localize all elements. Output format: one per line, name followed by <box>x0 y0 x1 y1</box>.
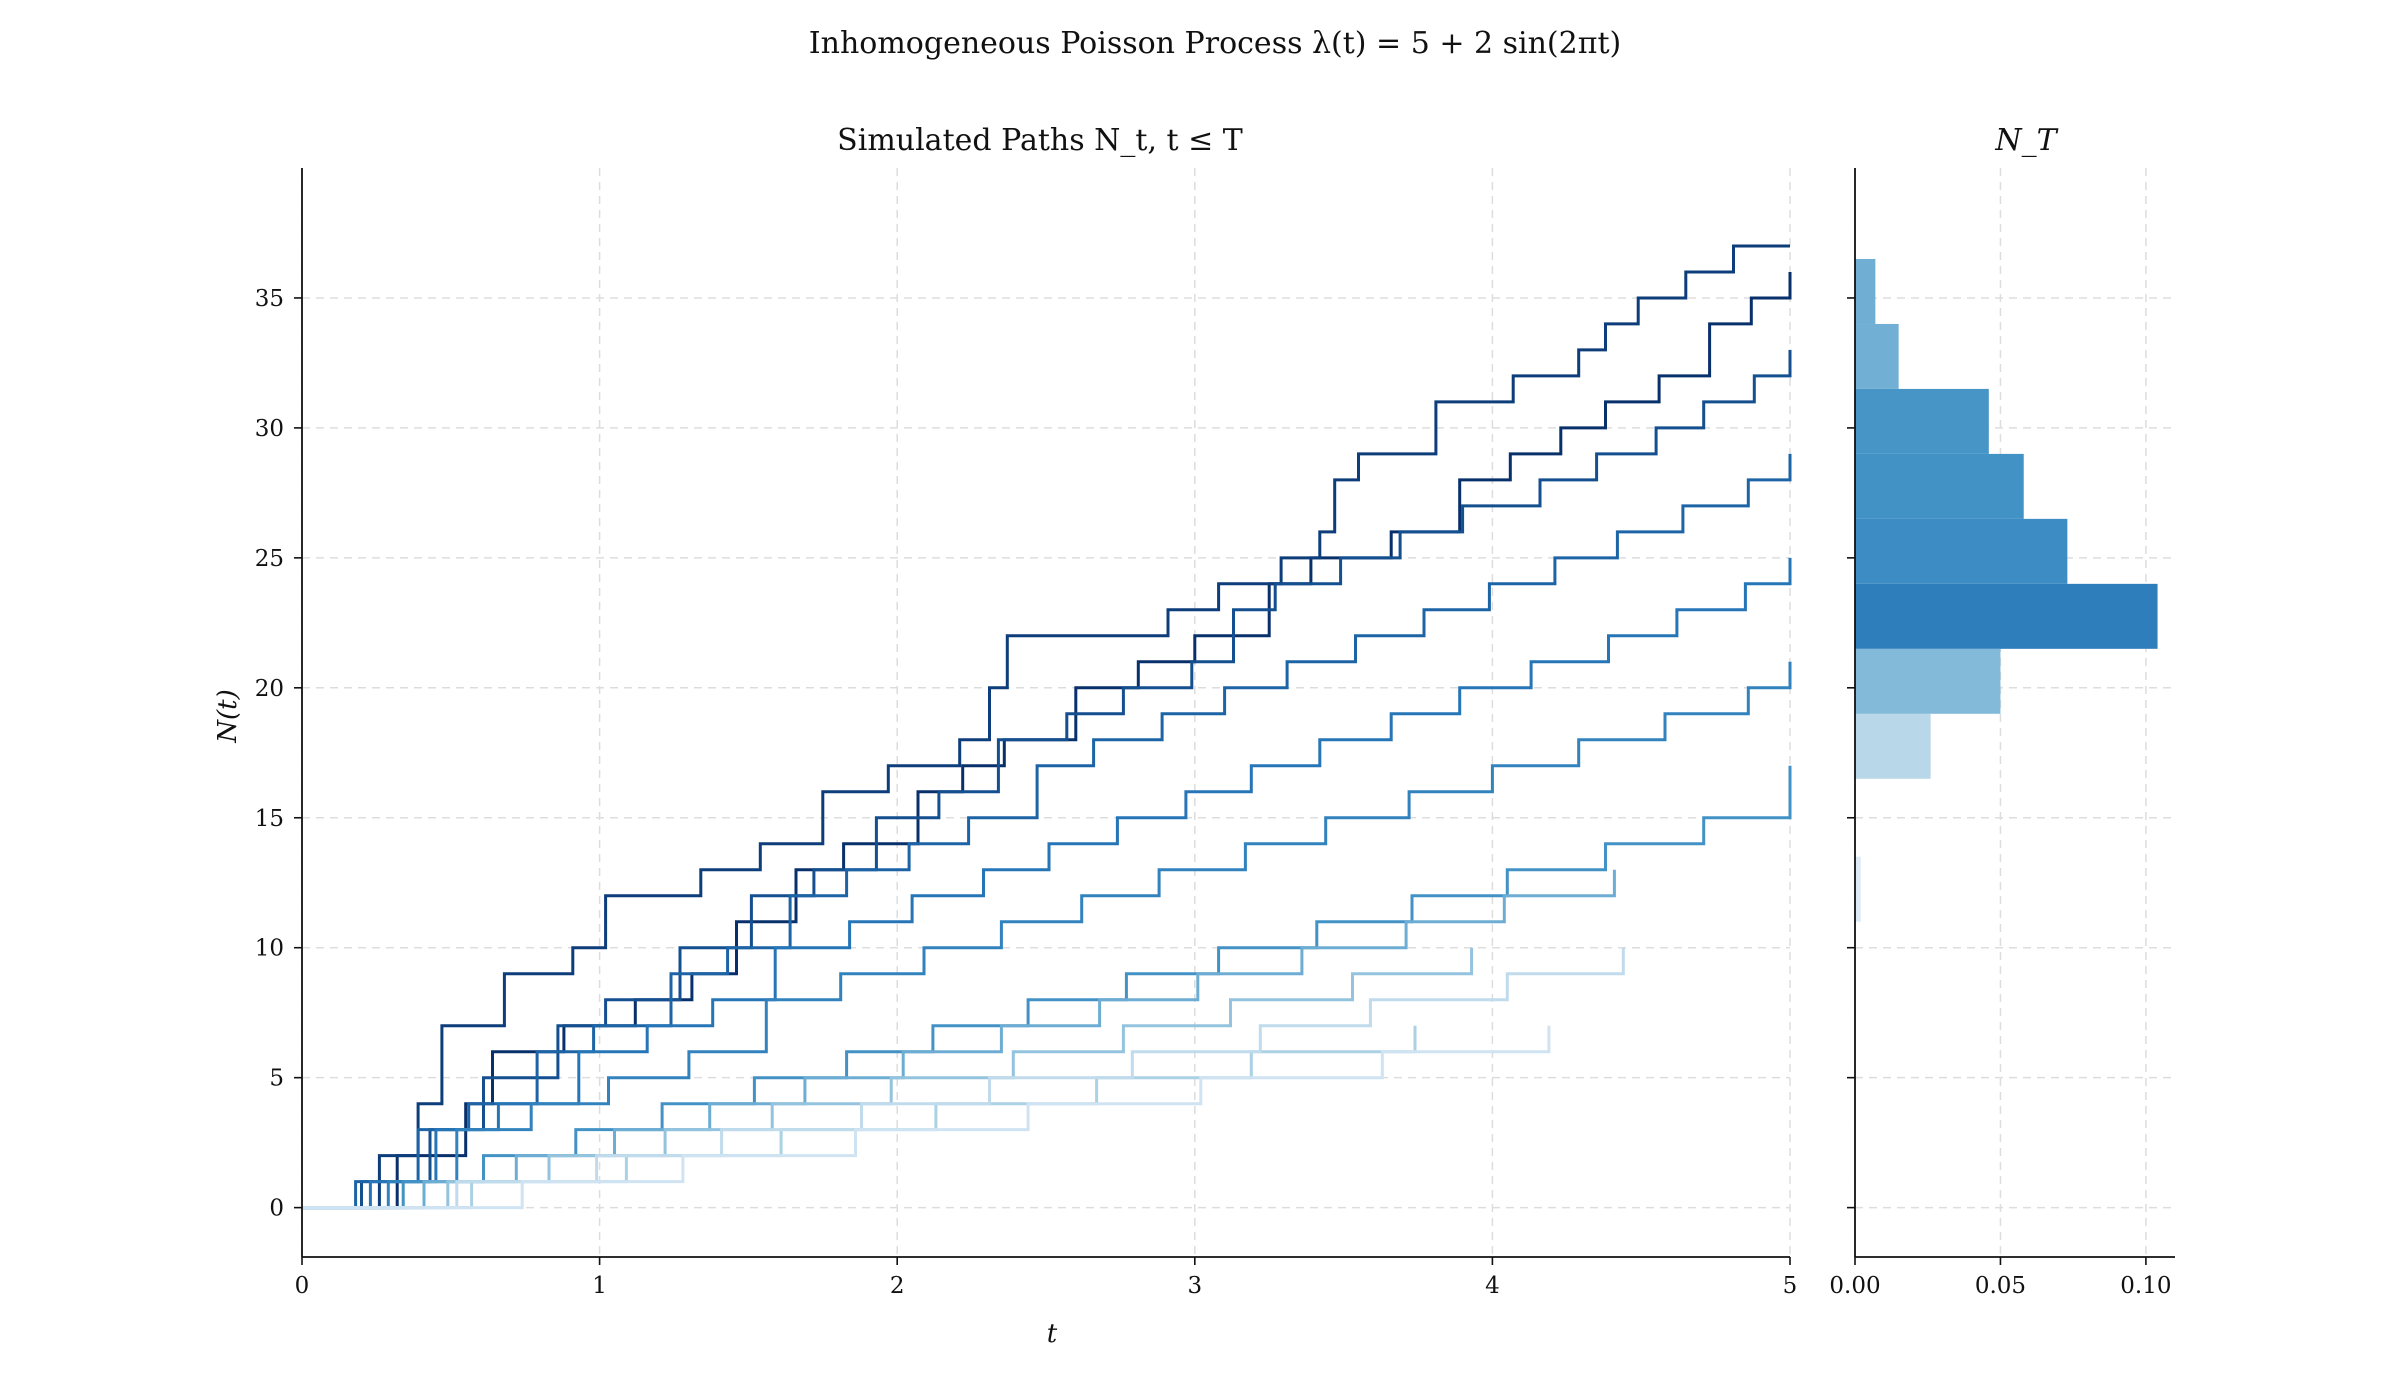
path-series-line <box>302 1025 1551 1210</box>
hist-x-tick-label: 0.00 <box>1829 1273 1880 1299</box>
hist-bar <box>1855 388 1989 454</box>
hist-bar <box>1855 323 1899 389</box>
hist-axes: 0.00 0.05 0.10 <box>1829 168 2175 1299</box>
x-tick-label: 0 <box>295 1273 310 1299</box>
x-tick-label: 4 <box>1485 1273 1500 1299</box>
y-tick-label: 10 <box>255 936 284 962</box>
x-tick-label: 2 <box>890 1273 905 1299</box>
hist-bar <box>1855 856 1861 922</box>
path-series-line <box>302 947 1625 1210</box>
y-tick-label: 25 <box>255 546 284 572</box>
x-axis-label: t <box>1047 1319 1058 1349</box>
x-tick-label: 5 <box>1783 1273 1798 1299</box>
paths-title: Simulated Paths N_t, t ≤ T <box>837 123 1243 158</box>
figure-suptitle: Inhomogeneous Poisson Process λ(t) = 5 +… <box>809 26 1621 61</box>
path-series-line <box>302 661 1792 1210</box>
x-tick-label: 3 <box>1187 1273 1202 1299</box>
hist-title: N_T <box>1994 123 2058 158</box>
hist-x-tick-label: 0.10 <box>2120 1273 2171 1299</box>
y-tick-label: 30 <box>255 416 284 442</box>
hist-x-tick-label: 0.05 <box>1975 1273 2026 1299</box>
x-tick-label: 1 <box>592 1273 607 1299</box>
hist-bar <box>1855 648 2001 714</box>
y-tick-label: 0 <box>269 1196 284 1222</box>
y-tick-label: 35 <box>255 286 284 312</box>
path-series-line <box>302 557 1792 1210</box>
hist-bar <box>1855 453 2024 519</box>
path-series-line <box>302 349 1792 1210</box>
path-series-line <box>302 947 1474 1210</box>
paths-axes: 0 1 2 3 4 5 0 5 10 15 20 25 30 35 <box>255 168 1798 1299</box>
hist-bar <box>1855 713 1931 779</box>
hist-bar <box>1855 583 2158 649</box>
y-tick-label: 20 <box>255 676 284 702</box>
y-axis-label: N(t) <box>213 689 243 744</box>
y-tick-label: 15 <box>255 806 284 832</box>
hist-bar <box>1855 518 2068 584</box>
path-series-line <box>302 453 1792 1210</box>
hist-bar <box>1855 258 1876 324</box>
y-tick-label: 5 <box>269 1066 284 1092</box>
path-series-line <box>302 244 1790 1210</box>
path-series-line <box>302 765 1792 1210</box>
